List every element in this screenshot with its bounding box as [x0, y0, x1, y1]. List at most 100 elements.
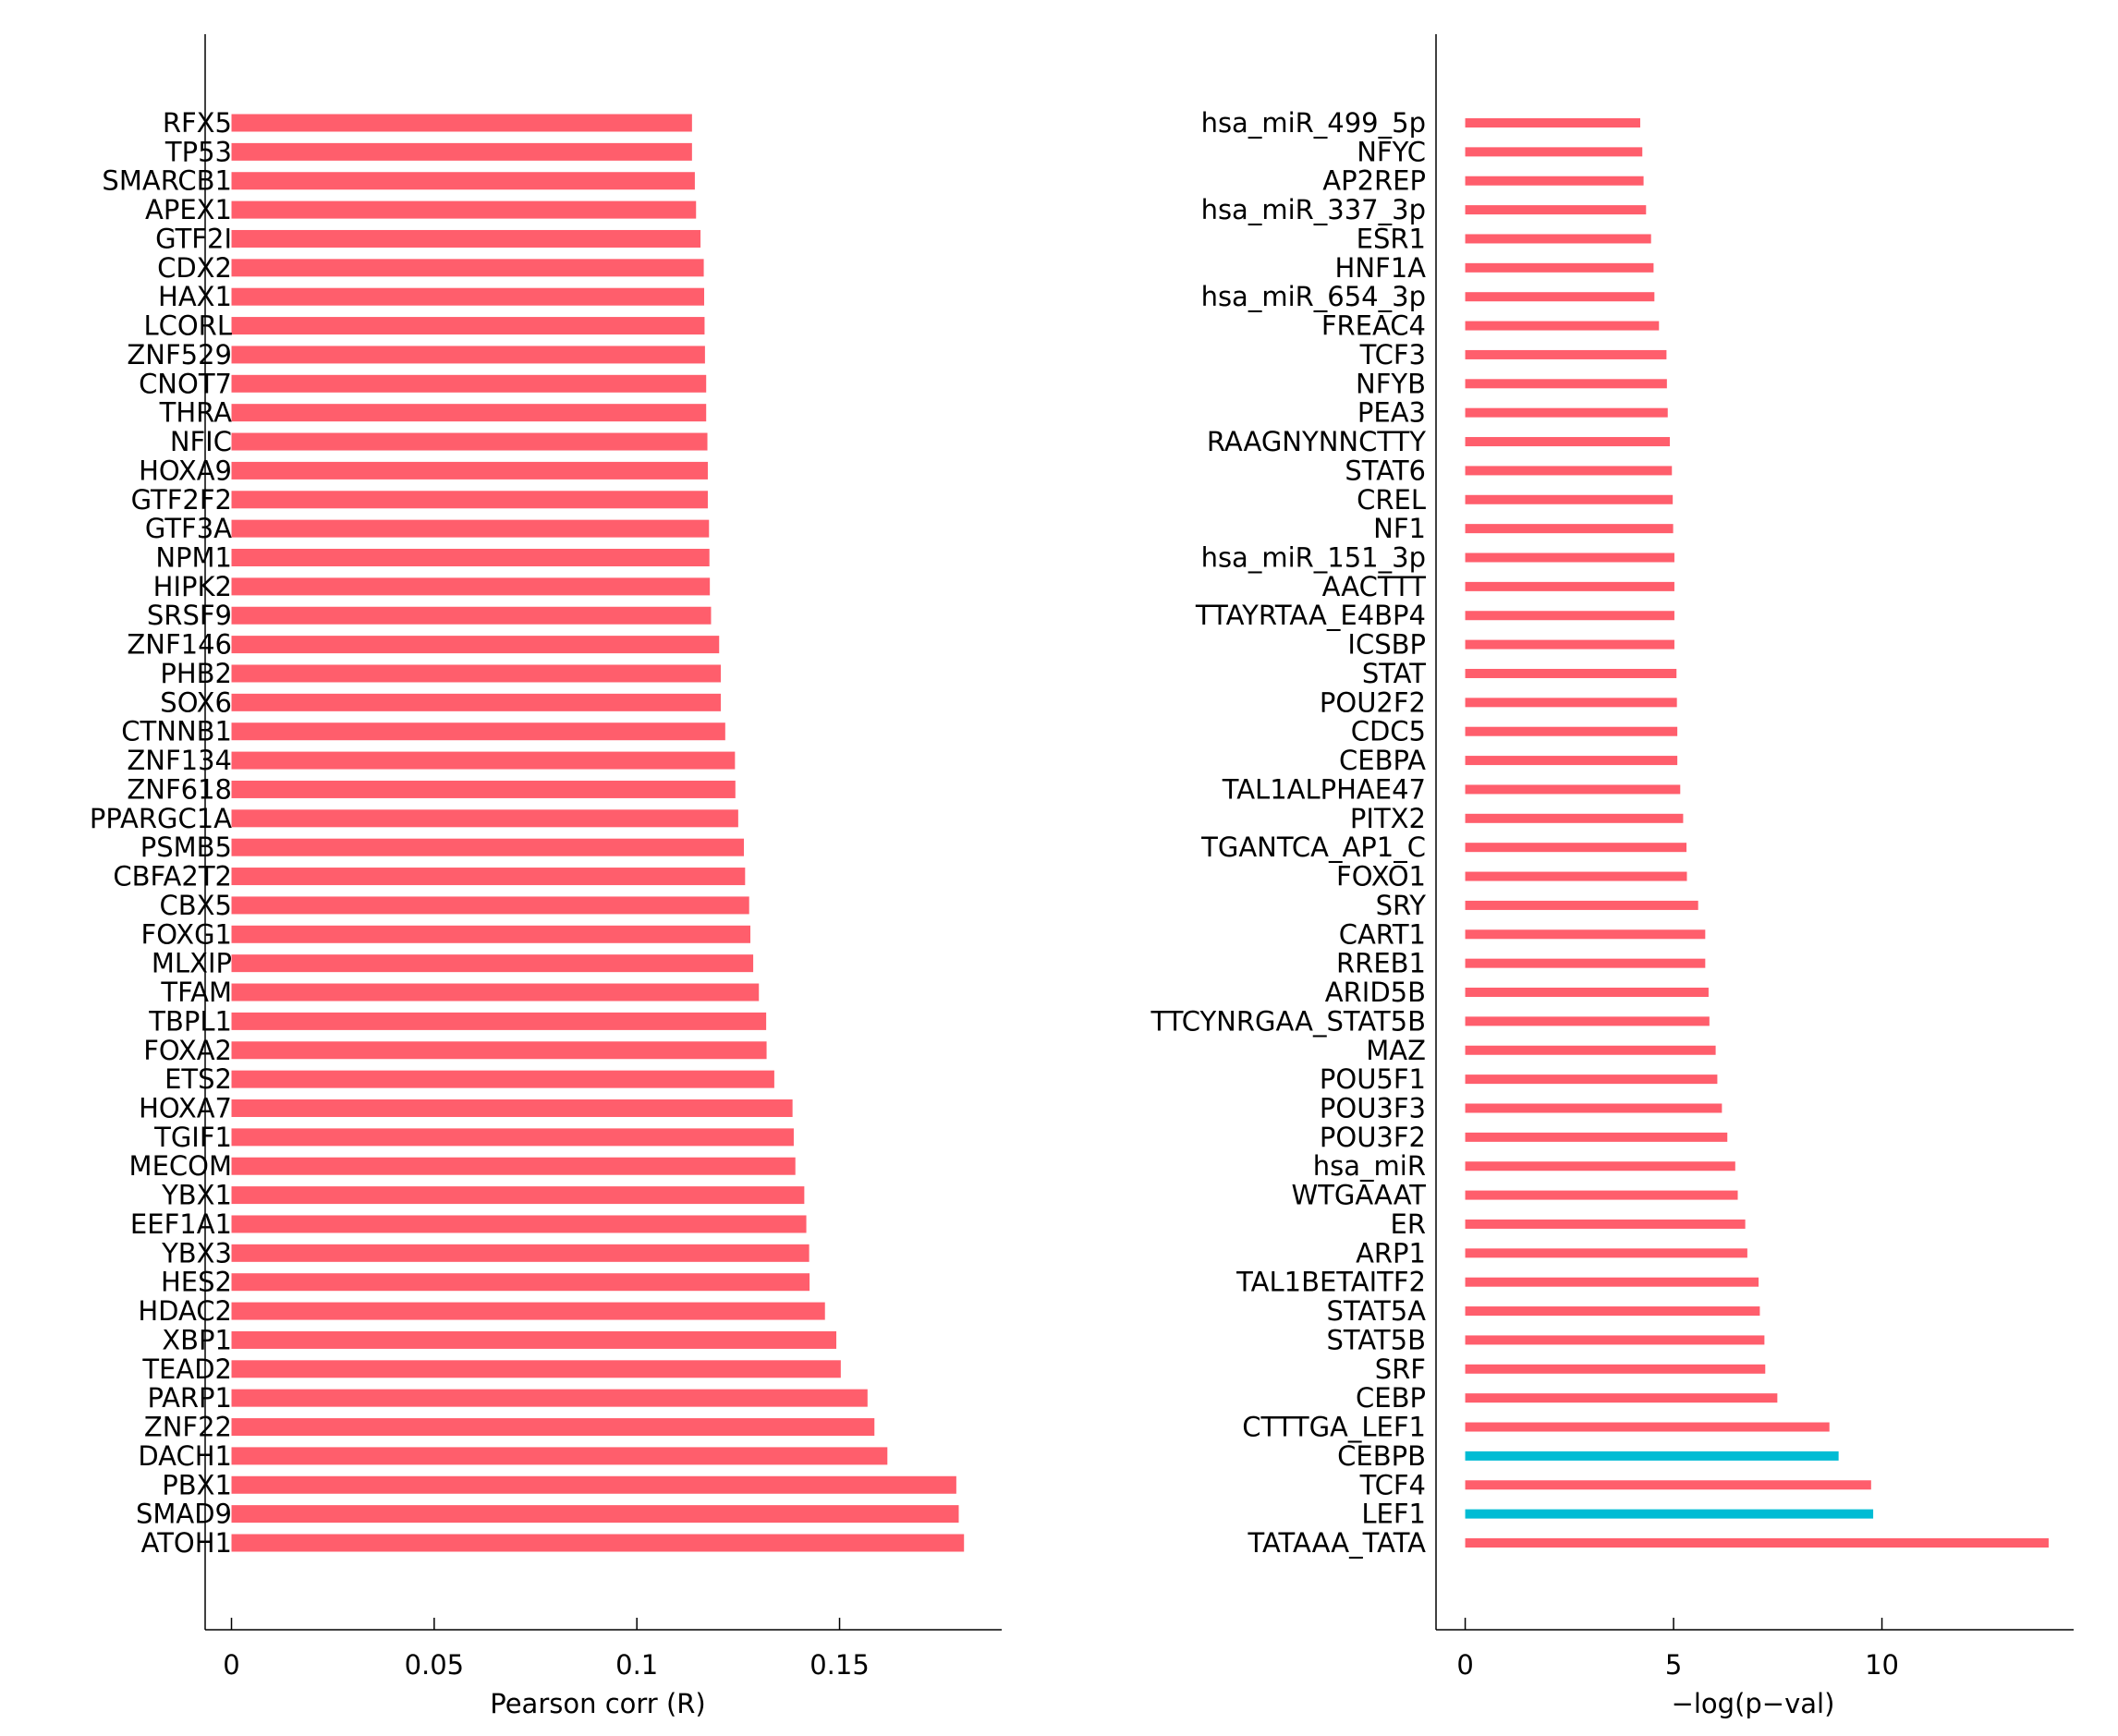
- category-label: SRY: [1376, 890, 1427, 921]
- bar-parp1: [231, 1389, 868, 1407]
- category-label: HDAC2: [138, 1295, 232, 1327]
- category-label: MLXIP: [152, 948, 232, 979]
- category-label: ZNF529: [127, 339, 232, 370]
- category-label: TAL1BETAITF2: [1236, 1267, 1426, 1298]
- bar-foxg1: [231, 925, 751, 943]
- bar-lef1: [1465, 1509, 1874, 1519]
- bar-npm1: [231, 549, 710, 567]
- bar-dach1: [231, 1447, 888, 1465]
- bar-tbpl1: [231, 1012, 767, 1030]
- bar-hsa_mir_499_5p: [1465, 118, 1640, 127]
- bar-mecom: [231, 1157, 796, 1175]
- category-label: CTNNB1: [121, 716, 232, 747]
- category-label: SRF: [1375, 1354, 1426, 1385]
- bar-sry: [1465, 900, 1698, 910]
- category-label: RFX5: [163, 107, 232, 139]
- bar-arid5b: [1465, 988, 1709, 998]
- category-label: SRSF9: [147, 600, 232, 631]
- category-label: ARP1: [1356, 1237, 1426, 1269]
- bar-znf618: [231, 780, 736, 798]
- category-label: HNF1A: [1335, 252, 1427, 284]
- bar-ybx1: [231, 1186, 805, 1205]
- category-label: SMAD9: [136, 1499, 232, 1530]
- bar-stat5a: [1465, 1306, 1760, 1317]
- right-panel-neg-log-pval: hsa_miR_499_5pNFYCAP2REPhsa_miR_337_3pES…: [1150, 34, 2074, 1719]
- category-label: ZNF134: [127, 745, 232, 776]
- bar-hoxa9: [231, 461, 708, 480]
- category-label: GTF3A: [145, 513, 232, 544]
- category-label: LEF1: [1361, 1499, 1426, 1530]
- bar-rfx5: [231, 114, 692, 132]
- bar-cebp: [1465, 1393, 1778, 1403]
- left-panel-pearson-corr: RFX5TP53SMARCB1APEX1GTF2ICDX2HAX1LCORLZN…: [90, 34, 1002, 1719]
- category-label: TGIF1: [153, 1122, 232, 1153]
- category-label: NFYC: [1357, 136, 1426, 167]
- category-label: CNOT7: [139, 368, 232, 399]
- category-label: NF1: [1373, 513, 1426, 544]
- bar-pou5f1: [1465, 1074, 1718, 1085]
- bar-thra: [231, 404, 707, 422]
- bar-stat: [1465, 668, 1677, 678]
- bar-hsa_mir_337_3p: [1465, 205, 1647, 215]
- bar-ttcynrgaa_stat5b: [1465, 1016, 1710, 1026]
- category-label: HOXA9: [139, 455, 232, 486]
- category-label: HES2: [161, 1267, 232, 1298]
- category-label: AP2REP: [1322, 165, 1426, 197]
- category-label: TEAD2: [141, 1354, 232, 1385]
- category-label: APEX1: [145, 194, 232, 225]
- x-tick-label: 0: [1456, 1649, 1473, 1681]
- bar-freac4: [1465, 321, 1660, 331]
- category-label: HIPK2: [153, 571, 232, 602]
- category-label: FOXG1: [141, 918, 232, 950]
- category-label: TFAM: [160, 977, 232, 1008]
- bar-pbx1: [231, 1475, 956, 1494]
- category-label: hsa_miR: [1313, 1150, 1426, 1182]
- bar-pou3f2: [1465, 1132, 1728, 1142]
- category-label: CEBPA: [1339, 745, 1426, 776]
- bar-tp53: [231, 142, 692, 161]
- category-label: CDC5: [1351, 716, 1426, 747]
- category-label: hsa_miR_654_3p: [1201, 281, 1426, 312]
- bar-stat6: [1465, 466, 1673, 476]
- category-label: PEA3: [1357, 397, 1426, 429]
- category-label: ZNF22: [144, 1412, 232, 1443]
- category-label: NFIC: [170, 426, 232, 457]
- category-label: hsa_miR_337_3p: [1201, 194, 1426, 225]
- bar-cebpb: [1465, 1451, 1839, 1461]
- bar-ybx3: [231, 1244, 809, 1262]
- category-label: CTTTGA_LEF1: [1242, 1412, 1426, 1443]
- category-label: ESR1: [1357, 223, 1426, 254]
- bar-hsa_mir_151_3p: [1465, 552, 1674, 563]
- category-label: ATOH1: [141, 1527, 232, 1559]
- category-label: YBX3: [161, 1237, 232, 1269]
- x-axis-label: −log(p−val): [1672, 1688, 1835, 1719]
- category-label: hsa_miR_151_3p: [1201, 542, 1426, 574]
- category-label: TCF3: [1359, 339, 1426, 370]
- bar-cbfa2t2: [231, 868, 746, 886]
- category-label: LCORL: [143, 310, 232, 342]
- bar-cart1: [1465, 929, 1706, 940]
- category-label: PHB2: [160, 658, 232, 689]
- bar-foxo1: [1465, 871, 1687, 881]
- bar-ttayrtaa_e4bp4: [1465, 611, 1674, 621]
- category-label: CEBP: [1356, 1382, 1426, 1414]
- bar-maz: [1465, 1045, 1716, 1055]
- category-label: FOXA2: [143, 1035, 232, 1066]
- x-tick-label: 0.15: [809, 1649, 870, 1681]
- category-label: STAT5B: [1326, 1324, 1426, 1355]
- bar-tcf3: [1465, 349, 1667, 359]
- bar-foxa2: [231, 1041, 767, 1060]
- bar-ctnnb1: [231, 722, 725, 741]
- bar-znf134: [231, 751, 736, 770]
- bar-aacttt: [1465, 581, 1674, 591]
- category-label: TTCYNRGAA_STAT5B: [1150, 1005, 1427, 1037]
- category-label: TTAYRTAA_E4BP4: [1195, 600, 1426, 631]
- category-label: MECOM: [129, 1150, 232, 1182]
- category-label: ZNF146: [127, 629, 232, 661]
- category-label: STAT: [1362, 658, 1426, 689]
- bar-atoh1: [231, 1534, 965, 1552]
- bar-xbp1: [231, 1330, 837, 1349]
- category-label: PITX2: [1350, 803, 1426, 834]
- category-label: THRA: [159, 397, 232, 429]
